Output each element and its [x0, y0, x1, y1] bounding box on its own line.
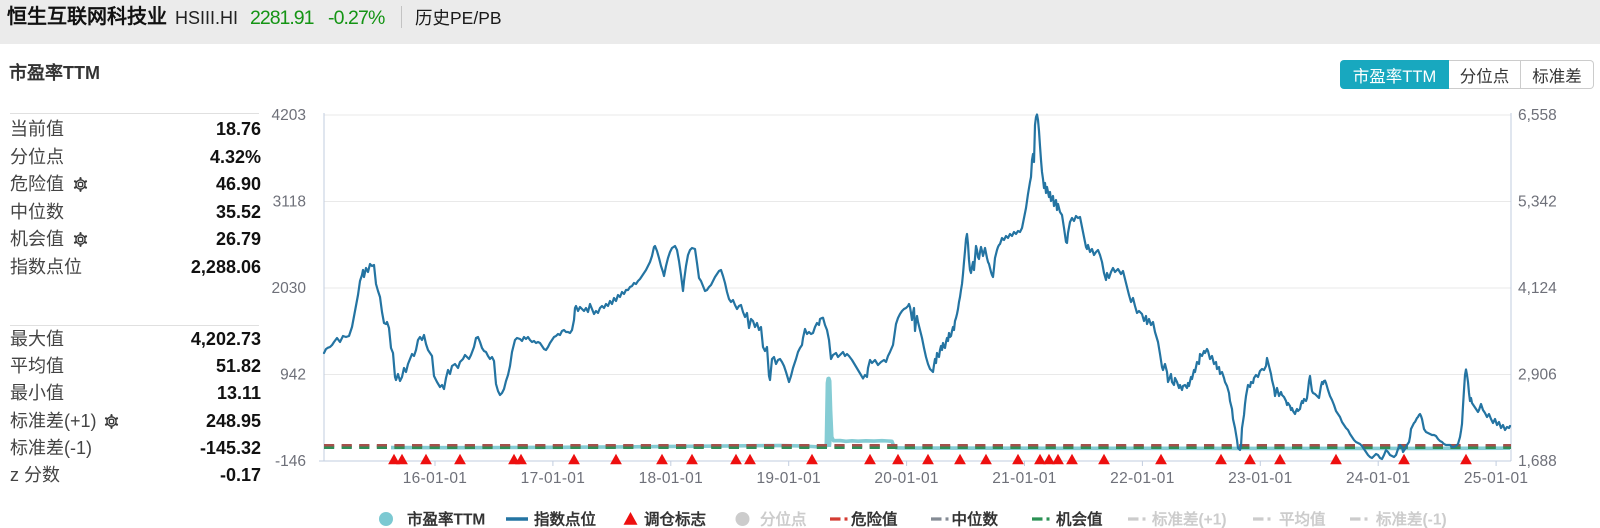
svg-text:中位数: 中位数	[952, 510, 999, 528]
svg-text:市盈率TTM: 市盈率TTM	[407, 510, 485, 528]
svg-text:标准差(+1): 标准差(+1)	[1151, 510, 1227, 528]
svg-text:-146: -146	[275, 453, 306, 470]
svg-text:指数点位: 指数点位	[534, 510, 597, 528]
svg-text:16-01-01: 16-01-01	[403, 470, 467, 487]
svg-text:19-01-01: 19-01-01	[756, 470, 820, 487]
svg-text:4203: 4203	[272, 107, 306, 124]
svg-text:23-01-01: 23-01-01	[1228, 470, 1292, 487]
svg-text:1,688: 1,688	[1518, 453, 1557, 470]
svg-text:调仓标志: 调仓标志	[644, 510, 707, 528]
svg-text:2,906: 2,906	[1518, 367, 1557, 384]
svg-text:平均值: 平均值	[1279, 510, 1326, 528]
svg-text:24-01-01: 24-01-01	[1346, 470, 1410, 487]
svg-text:18-01-01: 18-01-01	[639, 470, 703, 487]
svg-text:5,342: 5,342	[1518, 194, 1557, 211]
svg-text:2030: 2030	[272, 280, 307, 297]
svg-text:6,558: 6,558	[1518, 107, 1557, 124]
svg-text:942: 942	[280, 367, 306, 384]
svg-text:4,124: 4,124	[1518, 280, 1557, 297]
svg-text:标准差(-1): 标准差(-1)	[1375, 510, 1447, 528]
svg-text:22-01-01: 22-01-01	[1110, 470, 1174, 487]
svg-text:机会值: 机会值	[1056, 510, 1103, 528]
svg-text:3118: 3118	[273, 194, 306, 211]
svg-text:21-01-01: 21-01-01	[992, 470, 1056, 487]
svg-text:20-01-01: 20-01-01	[874, 470, 938, 487]
svg-text:分位点: 分位点	[760, 510, 807, 528]
svg-text:17-01-01: 17-01-01	[521, 470, 585, 487]
svg-text:25-01-01: 25-01-01	[1464, 470, 1528, 487]
svg-text:危险值: 危险值	[851, 510, 898, 528]
